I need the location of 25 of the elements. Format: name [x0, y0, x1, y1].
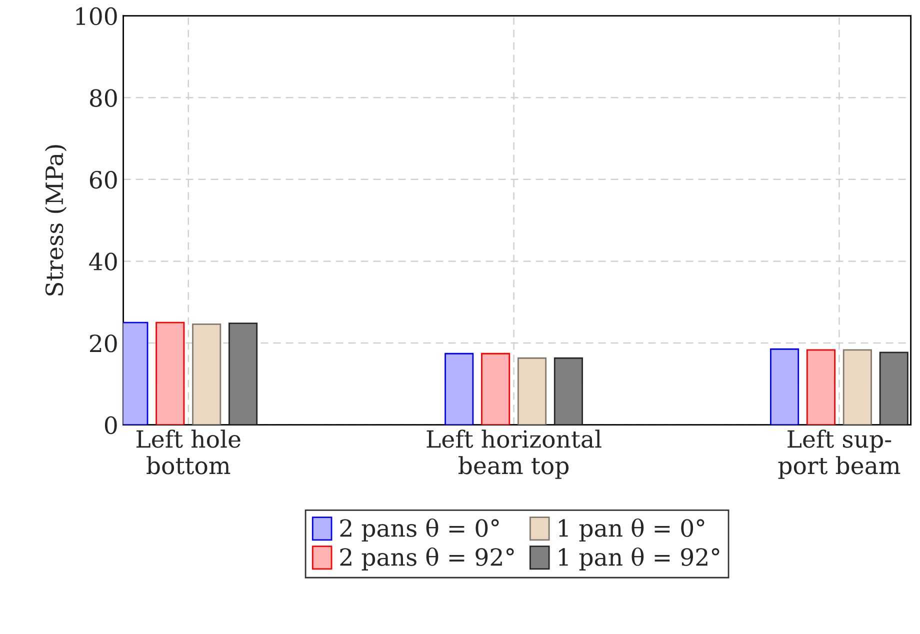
- bar: [806, 349, 836, 425]
- bar: [156, 322, 185, 425]
- bar: [842, 349, 872, 425]
- y-tick-label: 80: [90, 89, 117, 107]
- x-tick-label: Left sup- port beam: [778, 430, 900, 479]
- bar: [192, 323, 222, 425]
- bar: [444, 352, 474, 425]
- legend-label: 2 pans θ = 92°: [340, 547, 514, 571]
- y-tick-label: 100: [76, 7, 117, 26]
- y-tick-label: 60: [90, 170, 117, 189]
- y-tick-label: 20: [90, 334, 117, 352]
- bar: [517, 357, 547, 425]
- y-axis-title: Stress (MPa): [44, 145, 67, 296]
- bar: [879, 352, 908, 425]
- y-tick-label: 40: [89, 252, 117, 271]
- y-tick-label: 0: [104, 416, 117, 434]
- bar: [228, 322, 258, 425]
- legend-label: 2 pans θ = 0°: [340, 518, 499, 542]
- bar: [481, 352, 510, 425]
- x-tick-label: Left horizontal beam top: [426, 430, 602, 479]
- x-tick-label: Left hole bottom: [136, 430, 240, 474]
- legend-label: 1 pan θ = 0°: [559, 518, 704, 542]
- legend-label: 1 pan θ = 92°: [559, 547, 720, 571]
- bar: [770, 348, 800, 425]
- bar: [554, 357, 583, 425]
